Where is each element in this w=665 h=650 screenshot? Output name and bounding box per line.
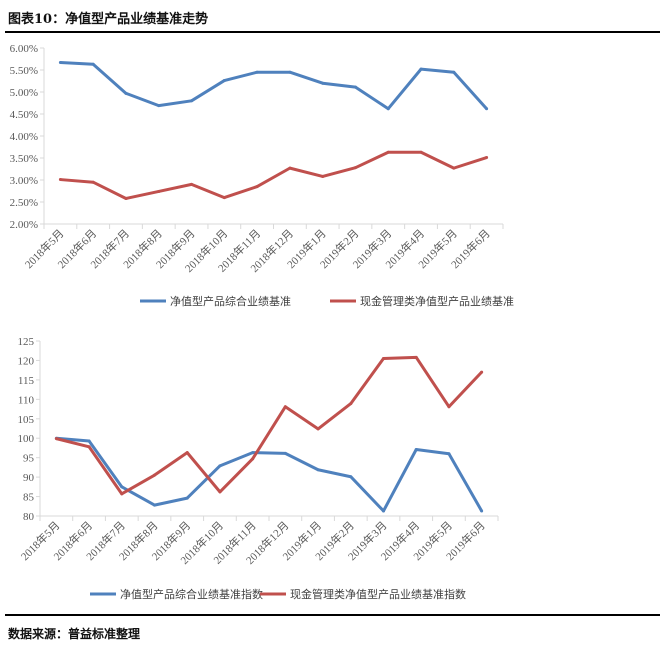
data-point <box>452 166 456 170</box>
y-tick-label: 6.00% <box>10 43 38 55</box>
y-tick-label: 95 <box>23 453 35 465</box>
data-point <box>190 182 194 186</box>
data-point <box>218 490 222 494</box>
data-point <box>447 452 451 456</box>
data-point <box>218 464 222 468</box>
data-point <box>485 156 489 160</box>
data-point <box>87 445 91 449</box>
figure-title: 图表10：净值型产品业绩基准走势 <box>8 12 209 27</box>
data-point <box>382 509 385 513</box>
y-tick-label: 5.50% <box>10 65 38 77</box>
y-tick-label: 80 <box>23 511 35 523</box>
data-point <box>91 180 95 184</box>
y-tick-label: 125 <box>18 336 35 348</box>
data-point <box>283 405 287 409</box>
data-point <box>414 448 418 451</box>
legend-label-1: 净值型产品综合业绩基准指数 <box>120 587 263 601</box>
y-tick-label: 3.50% <box>10 153 38 165</box>
source-note: 数据来源：普益标准整理 <box>8 627 141 641</box>
data-point <box>120 492 124 496</box>
data-point <box>386 107 390 111</box>
data-point <box>157 189 161 193</box>
data-point <box>321 81 325 85</box>
data-point <box>185 496 189 500</box>
chart-benchmark-rate: 2.00% 2.50% 3.00% 3.50% 4.00% 4.50% 5.00% 5.50%… <box>10 43 514 308</box>
y-tick-label: 2.00% <box>10 219 38 231</box>
data-point <box>153 503 156 507</box>
chart-benchmark-index: 808590951001051101151201252018年5月2018年6月… <box>18 336 499 601</box>
y-tick-label: 2.50% <box>10 197 38 209</box>
data-point <box>255 70 259 74</box>
y-tick-label: 4.50% <box>10 109 38 121</box>
data-point <box>480 509 484 513</box>
y-tick-label: 115 <box>18 375 35 387</box>
y-tick-label: 120 <box>18 355 35 367</box>
data-point <box>316 427 320 431</box>
data-point <box>414 355 418 359</box>
data-point <box>353 166 357 170</box>
data-point <box>255 185 259 189</box>
y-tick-label: 5.00% <box>10 87 38 99</box>
data-point <box>419 150 423 154</box>
legend-label-1: 净值型产品综合业绩基准 <box>170 294 291 308</box>
data-point <box>87 439 91 443</box>
data-point <box>120 485 124 489</box>
data-point <box>316 468 320 472</box>
data-point <box>353 85 357 89</box>
data-point <box>382 357 385 360</box>
series-line-2 <box>60 150 488 200</box>
top-rule <box>5 31 660 33</box>
y-tick-label: 105 <box>18 414 35 426</box>
data-point <box>288 70 292 74</box>
data-point <box>485 107 489 111</box>
data-point <box>124 196 128 200</box>
data-point <box>91 62 95 66</box>
data-point <box>251 457 255 461</box>
legend-label-2: 现金管理类净值型产品业绩基准 <box>360 294 514 308</box>
data-point <box>288 166 292 170</box>
y-tick-label: 90 <box>23 472 35 484</box>
data-point <box>386 150 390 154</box>
y-tick-label: 110 <box>18 394 35 406</box>
data-point <box>157 104 161 108</box>
y-tick-label: 100 <box>18 433 35 445</box>
series-line-1 <box>60 61 488 111</box>
data-point <box>349 475 353 479</box>
series-line-1 <box>56 436 483 513</box>
data-point <box>58 61 62 65</box>
data-point <box>447 405 451 409</box>
data-point <box>251 451 255 455</box>
series-line-2 <box>55 355 483 496</box>
bottom-rule <box>5 614 660 616</box>
y-tick-label: 4.00% <box>10 131 38 143</box>
data-point <box>222 196 226 200</box>
data-point <box>321 174 325 178</box>
y-tick-label: 3.00% <box>10 175 38 187</box>
data-point <box>185 451 189 455</box>
data-point <box>190 99 194 103</box>
data-point <box>283 451 287 455</box>
data-point <box>54 437 58 441</box>
data-point <box>452 70 456 74</box>
data-point <box>480 370 484 374</box>
legend-label-2: 现金管理类净值型产品业绩基准指数 <box>290 587 466 601</box>
data-point <box>124 91 128 95</box>
data-point <box>153 473 156 477</box>
data-point <box>58 178 62 182</box>
data-point <box>419 67 423 71</box>
y-tick-label: 85 <box>23 492 35 504</box>
data-point <box>222 79 226 83</box>
data-point <box>349 402 353 406</box>
